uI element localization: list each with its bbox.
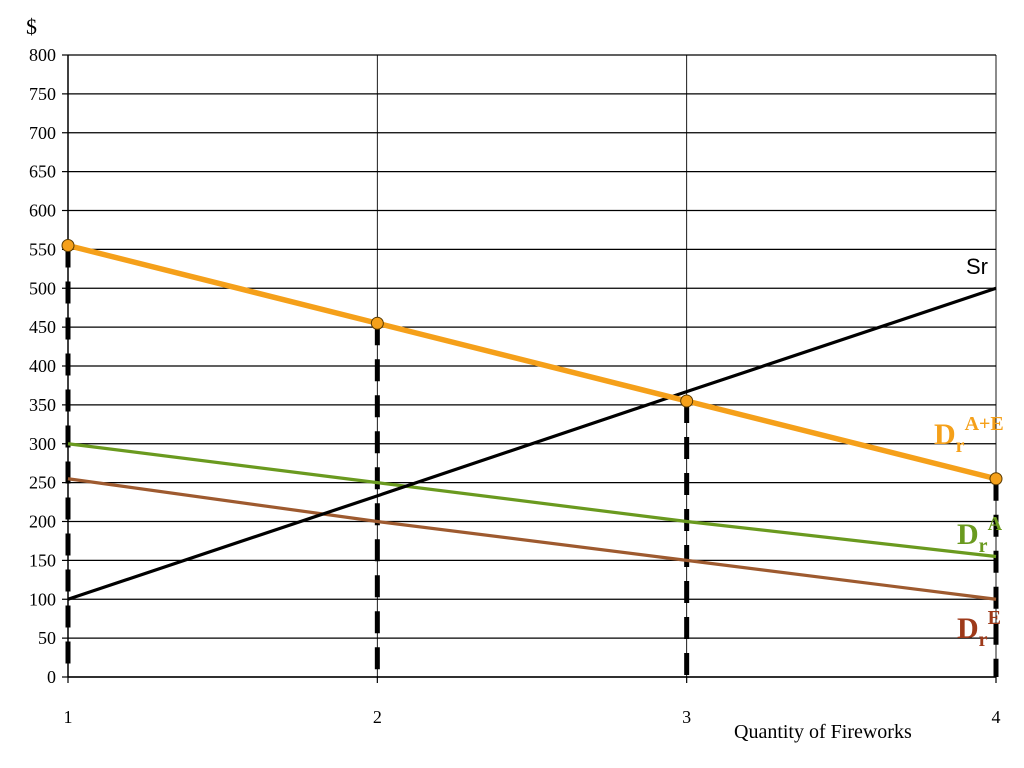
y-tick-label: 600 (29, 201, 56, 221)
series-label: DrA (957, 513, 1003, 557)
y-tick-label: 150 (29, 550, 56, 570)
y-tick-label: 650 (29, 162, 56, 182)
series-labels: Sr DrA+E DrA DrE (934, 254, 1004, 651)
data-point (370, 316, 384, 330)
axes (62, 54, 997, 683)
y-tick-label: 300 (29, 434, 56, 454)
series-label: DrE (957, 607, 1001, 651)
y-tick-label: 350 (29, 395, 56, 415)
series-label: DrA+E (934, 413, 1004, 457)
y-tick-label: 500 (29, 278, 56, 298)
grid (67, 54, 997, 678)
data-point (989, 472, 1003, 486)
data-point (680, 394, 694, 408)
y-tick-label: 50 (38, 628, 56, 648)
y-tick-labels: 0 50 100 150 200 250 300 350 400 450 500 550 600 650 7… (29, 45, 56, 687)
x-tick-label: 1 (64, 707, 73, 727)
y-axis-label: $ (26, 14, 37, 39)
series-line (67, 477, 997, 601)
y-tick-label: 750 (29, 84, 56, 104)
sr-label: Sr (966, 254, 988, 279)
y-tick-label: 250 (29, 473, 56, 493)
series-line (67, 242, 997, 482)
x-tick-labels: 1 2 3 4 (64, 707, 1001, 727)
x-tick-label: 3 (682, 707, 691, 727)
x-axis-label: Quantity of Fireworks (734, 721, 912, 743)
y-tick-label: 550 (29, 239, 56, 259)
series-line (67, 442, 997, 559)
y-tick-label: 100 (29, 589, 56, 609)
y-tick-label: 400 (29, 356, 56, 376)
dashed-verticals (65, 245, 999, 677)
x-tick-label: 4 (992, 707, 1001, 727)
data-point (61, 238, 75, 252)
series-lines (67, 242, 997, 601)
series-markers (61, 238, 1003, 486)
y-tick-label: 700 (29, 123, 56, 143)
series-line (67, 286, 997, 601)
y-tick-label: 200 (29, 512, 56, 532)
y-tick-label: 0 (47, 667, 56, 687)
y-tick-label: 450 (29, 317, 56, 337)
x-tick-label: 2 (373, 707, 382, 727)
y-tick-label: 800 (29, 45, 56, 65)
